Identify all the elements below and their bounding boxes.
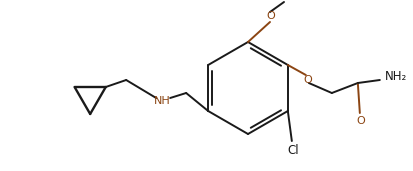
Text: O: O: [267, 11, 275, 21]
Text: NH₂: NH₂: [385, 70, 407, 83]
Text: Cl: Cl: [287, 144, 299, 157]
Text: O: O: [304, 75, 312, 85]
Text: NH: NH: [154, 96, 171, 106]
Text: O: O: [356, 116, 365, 126]
